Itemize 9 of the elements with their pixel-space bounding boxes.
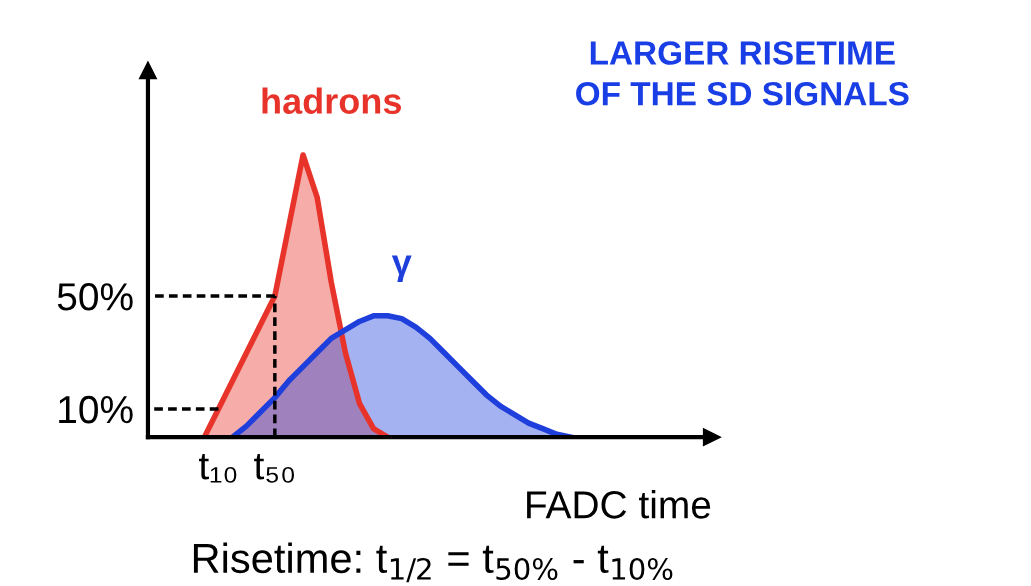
y-tick-label: 10% [59,395,133,424]
x-axis-title: FADC time [527,490,711,519]
series-label: hadrons [262,87,401,114]
text: Risetime: t$_{1/2}$ = t$_{50%}$ - t$_{10%}$ [193,542,673,583]
y-tick-label: 50% [57,283,133,311]
series-label: γ [391,255,412,282]
chart-title: LARGER RISETIME OF THE SD SIGNALS [576,41,909,106]
x-tick-label: t₁₀ [199,454,237,483]
x-tick-label: t₅₀ [254,454,295,483]
